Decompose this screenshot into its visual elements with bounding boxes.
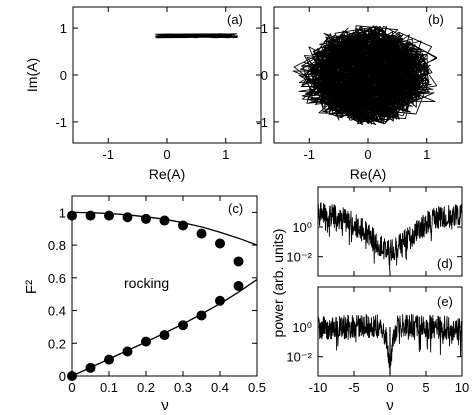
xtick-label-c: 0.5 (248, 380, 266, 395)
panel-c-ylabel: F² (23, 280, 40, 294)
xtick-label-e: 5 (422, 380, 429, 395)
ytick-label-c: 0.2 (48, 336, 66, 351)
panel-c-annotation: rocking (124, 275, 169, 291)
ytick-label-e: 10⁰ (292, 320, 312, 335)
theory-curve-2 (71, 278, 258, 377)
xtick-label-e: 10 (455, 380, 469, 395)
xtick-label-c: 0.1 (100, 380, 118, 395)
panel-e: (e) ν power (arb. units) -10 -5 0 5 10 10⁰ 10⁻… (270, 229, 469, 414)
xtick-label-e: -10 (309, 380, 328, 395)
xtick-label-c: 0.4 (211, 380, 229, 395)
panel-d-label: (d) (437, 256, 453, 271)
panel-a-xlabel: Re(A) (149, 166, 186, 182)
data-point (159, 330, 170, 341)
data-point (67, 210, 77, 221)
xtick-label-a: 0 (163, 147, 170, 162)
xtick-label-a: 1 (222, 147, 229, 162)
ytick-label-a: 1 (60, 21, 67, 36)
trajectory-band (155, 33, 238, 39)
panel-a-label: (a) (227, 12, 243, 27)
data-point (85, 362, 96, 373)
panel-e-xlabel: ν (386, 397, 394, 414)
ytick-label-c: 0 (59, 369, 66, 384)
panel-c-label: (c) (228, 201, 243, 216)
data-point (196, 310, 207, 321)
ytick-label-c: 0.4 (48, 304, 66, 319)
xtick-label-e: 0 (386, 380, 393, 395)
ytick-label-a: -1 (55, 115, 67, 130)
panel-e-label: (e) (437, 294, 453, 309)
ytick-label-b: -1 (256, 115, 268, 130)
ytick-label-b: 0 (261, 68, 268, 83)
panel-c: (c) rocking ν F² 0 0.1 0.2 0.3 0.4 0.5 0 0.2 0.4… (23, 195, 266, 414)
panel-d: (d) 10⁰ 10⁻² (286, 186, 463, 277)
ytick-label-c: 0.6 (48, 271, 66, 286)
panel-c-ticks: 0 0.1 0.2 0.3 0.4 0.5 0 0.2 0.4 0.6 0.8 1 (48, 196, 266, 395)
data-point (122, 346, 133, 357)
data-point (141, 336, 151, 347)
data-point (104, 210, 114, 221)
ytick-label-e: 10⁻² (286, 350, 312, 365)
xtick-label-b: 0 (364, 147, 371, 162)
panel-e-ticks: -10 -5 0 5 10 10⁰ 10⁻² (286, 287, 469, 395)
ytick-label-a: 0 (60, 68, 67, 83)
data-point (233, 256, 244, 267)
xtick-label-b: -1 (303, 147, 315, 162)
data-point (196, 228, 207, 239)
xtick-label-e: -5 (348, 380, 360, 395)
panel-b: (b) Re(A) -1 0 1 -1 0 1 (256, 6, 463, 182)
ytick-label-c: 1 (59, 205, 66, 220)
panel-a-frame (72, 6, 262, 144)
panel-e-data (317, 313, 463, 375)
panel-b-ticks: -1 0 1 -1 0 1 (256, 7, 462, 162)
data-point (215, 238, 225, 249)
ring-trajectory (292, 25, 438, 126)
data-point (141, 213, 151, 224)
data-point (104, 354, 114, 365)
panel-c-xlabel: ν (161, 397, 169, 414)
spectrum-line-d (317, 202, 463, 272)
data-point (178, 320, 188, 331)
data-point (85, 210, 96, 221)
data-point (159, 215, 170, 226)
panel-b-xlabel: Re(A) (350, 166, 387, 182)
panel-b-data (292, 25, 438, 126)
xtick-label-a: -1 (102, 147, 114, 162)
data-point (233, 281, 244, 291)
panel-c-frame (71, 195, 258, 377)
ytick-label-d: 10⁻² (286, 250, 312, 265)
panel-a: (a) Im(A) Re(A) -1 0 1 -1 0 1 (24, 6, 262, 182)
xtick-label-b: 1 (423, 147, 430, 162)
xtick-label-c: 0.3 (174, 380, 192, 395)
data-point (215, 295, 225, 306)
xtick-label-c: 0 (68, 380, 75, 395)
panel-d-data (317, 202, 463, 272)
panel-b-label: (b) (428, 12, 444, 27)
ytick-label-c: 0.8 (48, 238, 66, 253)
data-point (178, 220, 188, 231)
panel-a-ticks: -1 0 1 -1 0 1 (55, 7, 261, 162)
xtick-label-c: 0.2 (137, 380, 155, 395)
panel-a-data (155, 33, 239, 39)
panel-e-ylabel: power (arb. units) (270, 229, 286, 338)
data-point (122, 212, 133, 223)
data-point (67, 371, 77, 381)
ytick-label-d: 10⁰ (292, 220, 312, 235)
panel-c-data (67, 210, 258, 381)
panel-d-ticks: 10⁰ 10⁻² (286, 187, 463, 276)
panel-a-ylabel: Im(A) (24, 58, 40, 92)
ytick-label-b: 1 (261, 21, 268, 36)
